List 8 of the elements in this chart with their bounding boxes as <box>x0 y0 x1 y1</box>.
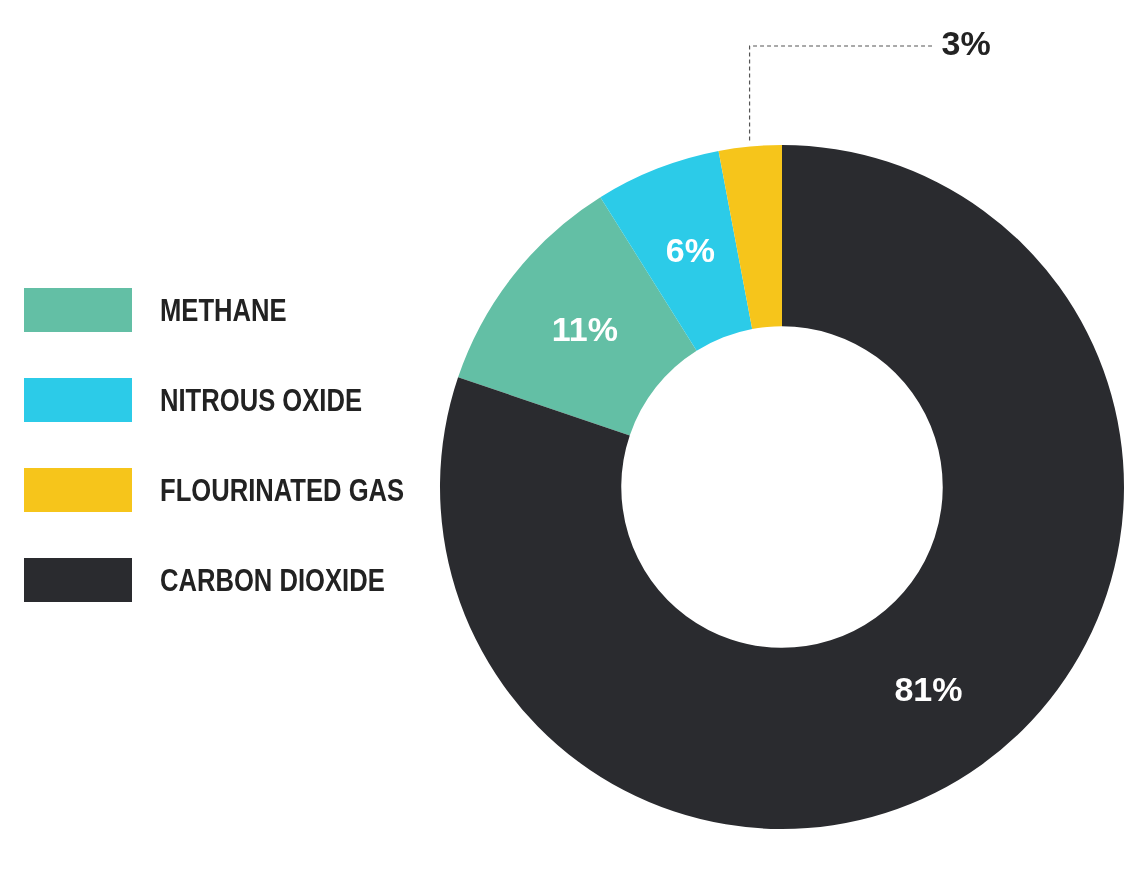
legend-label: NITROUS OXIDE <box>160 381 362 419</box>
data-label: 11% <box>551 309 618 348</box>
legend-label: FLOURINATED GAS <box>160 471 405 509</box>
legend-label: METHANE <box>160 291 287 329</box>
data-label: 81% <box>894 669 963 708</box>
data-label: 6% <box>665 231 715 270</box>
data-label: 3% <box>941 24 991 63</box>
legend-label: CARBON DIOXIDE <box>160 561 385 599</box>
